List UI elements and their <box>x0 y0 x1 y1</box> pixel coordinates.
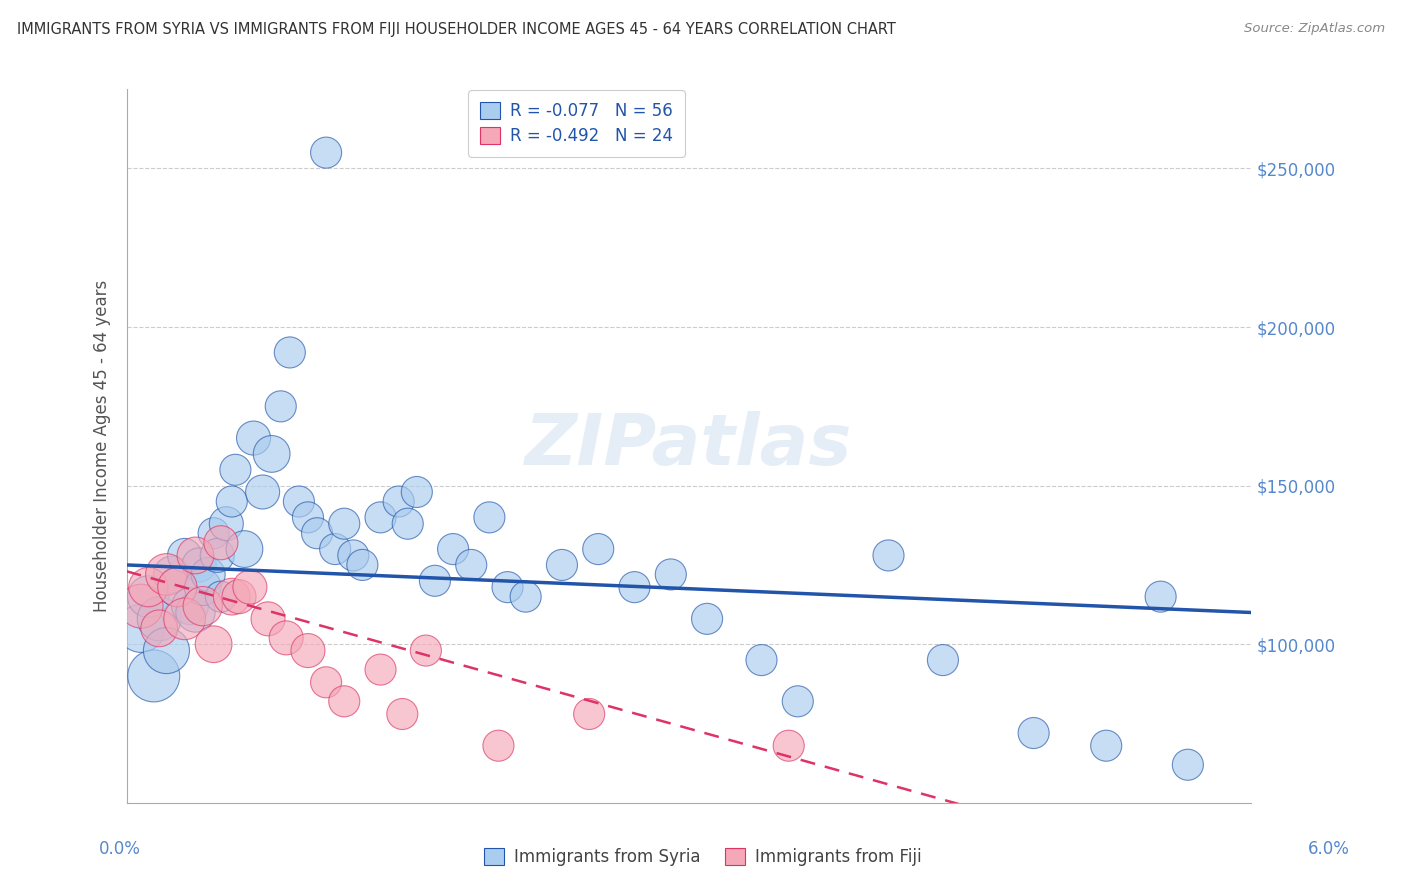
Point <box>188 558 211 572</box>
Point <box>515 590 537 604</box>
Point <box>278 345 301 359</box>
Point <box>252 485 274 500</box>
Point <box>305 526 328 541</box>
Point <box>388 494 411 508</box>
Point <box>215 516 238 531</box>
Point <box>155 643 177 657</box>
Point <box>184 549 207 563</box>
Point <box>288 494 311 508</box>
Point <box>415 643 437 657</box>
Point <box>1149 590 1171 604</box>
Text: ZIPatlas: ZIPatlas <box>526 411 852 481</box>
Legend: R = -0.077   N = 56, R = -0.492   N = 24: R = -0.077 N = 56, R = -0.492 N = 24 <box>468 90 685 157</box>
Point <box>155 567 177 582</box>
Point <box>148 612 170 626</box>
Point <box>877 549 900 563</box>
Point <box>586 542 609 557</box>
Text: 6.0%: 6.0% <box>1308 840 1350 858</box>
Point <box>136 590 159 604</box>
Point <box>191 599 214 614</box>
Point <box>1177 757 1199 772</box>
Point <box>786 694 808 708</box>
Point <box>257 612 280 626</box>
Text: IMMIGRANTS FROM SYRIA VS IMMIGRANTS FROM FIJI HOUSEHOLDER INCOME AGES 45 - 64 YE: IMMIGRANTS FROM SYRIA VS IMMIGRANTS FROM… <box>17 22 896 37</box>
Point <box>496 580 519 594</box>
Legend: Immigrants from Syria, Immigrants from Fiji: Immigrants from Syria, Immigrants from F… <box>475 840 931 875</box>
Point <box>239 580 262 594</box>
Point <box>209 535 232 549</box>
Point <box>352 558 374 572</box>
Point <box>623 580 645 594</box>
Point <box>202 637 225 651</box>
Point <box>173 549 195 563</box>
Point <box>297 643 319 657</box>
Point <box>391 706 413 721</box>
Point <box>778 739 800 753</box>
Point <box>333 694 356 708</box>
Point <box>478 510 501 524</box>
Point <box>488 739 510 753</box>
Point <box>129 599 152 614</box>
Point <box>207 549 229 563</box>
Point <box>129 621 152 635</box>
Point <box>370 663 392 677</box>
Point <box>197 567 219 582</box>
Point <box>270 400 292 414</box>
Point <box>260 447 283 461</box>
Point <box>315 145 337 160</box>
Point <box>323 542 346 557</box>
Point <box>148 621 170 635</box>
Point <box>191 580 214 594</box>
Point <box>233 542 256 557</box>
Point <box>179 599 201 614</box>
Point <box>202 526 225 541</box>
Point <box>142 669 165 683</box>
Point <box>160 567 183 582</box>
Point <box>221 590 243 604</box>
Y-axis label: Householder Income Ages 45 - 64 years: Householder Income Ages 45 - 64 years <box>93 280 111 612</box>
Point <box>333 516 356 531</box>
Point <box>405 485 427 500</box>
Point <box>751 653 773 667</box>
Point <box>297 510 319 524</box>
Point <box>136 580 159 594</box>
Point <box>228 590 250 604</box>
Point <box>659 567 682 582</box>
Text: 0.0%: 0.0% <box>98 840 141 858</box>
Point <box>423 574 446 588</box>
Point <box>342 549 364 563</box>
Point <box>173 612 195 626</box>
Point <box>315 675 337 690</box>
Point <box>396 516 419 531</box>
Point <box>460 558 482 572</box>
Point <box>209 590 232 604</box>
Point <box>276 631 298 645</box>
Point <box>551 558 574 572</box>
Point <box>370 510 392 524</box>
Point <box>1022 726 1045 740</box>
Point <box>578 706 600 721</box>
Point <box>224 463 246 477</box>
Point <box>696 612 718 626</box>
Point <box>932 653 955 667</box>
Point <box>221 494 243 508</box>
Point <box>166 580 188 594</box>
Point <box>441 542 464 557</box>
Text: Source: ZipAtlas.com: Source: ZipAtlas.com <box>1244 22 1385 36</box>
Point <box>184 606 207 620</box>
Point <box>1095 739 1118 753</box>
Point <box>166 580 188 594</box>
Point <box>242 431 264 445</box>
